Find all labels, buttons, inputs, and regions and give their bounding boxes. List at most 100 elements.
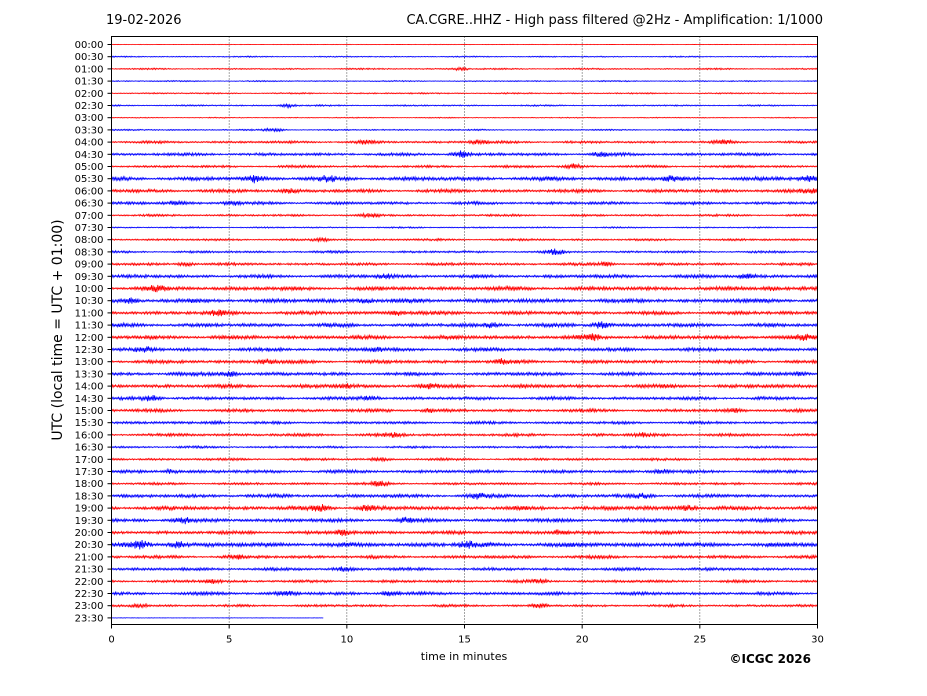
y-tick-label-13: 06:30 (75, 199, 104, 210)
trace-1500 (111, 407, 818, 414)
seismic-traces (111, 43, 818, 619)
y-tick-label-14: 07:00 (75, 211, 104, 222)
trace-1800 (111, 480, 818, 487)
y-tick-label-37: 18:30 (75, 491, 104, 502)
y-tick-label-42: 21:00 (75, 552, 104, 563)
y-tick-label-33: 16:30 (75, 443, 104, 454)
y-tick-label-17: 08:30 (75, 247, 104, 258)
trace-0100 (111, 66, 818, 72)
x-axis-label: time in minutes (421, 650, 508, 663)
plot-frame (111, 36, 818, 625)
vertical-grid (228, 36, 701, 625)
trace-0730 (111, 225, 818, 230)
y-tick-label-3: 01:30 (75, 77, 104, 88)
y-tick-label-12: 06:00 (75, 186, 104, 197)
trace-2200 (111, 578, 818, 585)
trace-0700 (111, 211, 818, 219)
y-tick-label-8: 04:00 (75, 138, 104, 149)
y-tick-label-28: 14:00 (75, 382, 104, 393)
trace-1530 (111, 419, 818, 426)
y-tick-label-7: 03:30 (75, 125, 104, 136)
y-tick-label-43: 21:30 (75, 565, 104, 576)
trace-2000 (111, 529, 818, 537)
x-tick-label-6: 30 (811, 635, 824, 646)
y-tick-label-15: 07:30 (75, 223, 104, 234)
y-tick-label-4: 02:00 (75, 89, 104, 100)
y-tick-label-40: 20:00 (75, 528, 104, 539)
y-tick-label-23: 11:30 (75, 321, 104, 332)
trace-1100 (111, 309, 818, 317)
y-tick-label-2: 01:00 (75, 64, 104, 75)
trace-0230 (111, 102, 818, 109)
y-tick-label-36: 18:00 (75, 479, 104, 490)
y-tick-label-32: 16:00 (75, 430, 104, 441)
y-tick-label-6: 03:00 (75, 113, 104, 124)
trace-0530 (111, 175, 818, 184)
y-tick-label-5: 02:30 (75, 101, 104, 112)
y-tick-label-45: 22:30 (75, 589, 104, 600)
y-tick-label-22: 11:00 (75, 308, 104, 319)
trace-2300 (111, 602, 818, 609)
trace-0930 (111, 272, 818, 280)
copyright-label: ©ICGC 2026 (729, 652, 811, 666)
trace-2100 (111, 553, 818, 560)
y-tick-label-24: 12:00 (75, 333, 104, 344)
trace-0130 (111, 79, 818, 83)
trace-2130 (111, 566, 818, 573)
trace-0430 (111, 150, 818, 159)
trace-1030 (111, 297, 818, 305)
x-axis: 0 5 10 15 20 25 30 (108, 624, 824, 646)
y-tick-label-26: 13:00 (75, 357, 104, 368)
y-tick-label-10: 05:00 (75, 162, 104, 173)
y-tick-label-34: 17:00 (75, 455, 104, 466)
trace-2230 (111, 590, 818, 597)
trace-1630 (111, 444, 818, 450)
trace-1300 (111, 358, 818, 365)
trace-1830 (111, 492, 818, 500)
y-tick-label-41: 20:30 (75, 540, 104, 551)
trace-0500 (111, 162, 818, 170)
y-tick-label-25: 12:30 (75, 345, 104, 356)
trace-1900 (111, 503, 818, 512)
trace-1430 (111, 394, 818, 402)
y-tick-label-20: 10:00 (75, 284, 104, 295)
trace-0630 (111, 199, 818, 207)
y-tick-label-46: 23:00 (75, 601, 104, 612)
trace-1330 (111, 370, 818, 378)
trace-0330 (111, 127, 818, 133)
y-tick-label-44: 22:00 (75, 577, 104, 588)
y-tick-label-9: 04:30 (75, 150, 104, 161)
trace-0200 (111, 91, 818, 95)
x-tick-label-2: 10 (340, 635, 353, 646)
y-tick-label-19: 09:30 (75, 272, 104, 283)
x-tick-label-1: 5 (226, 635, 232, 646)
trace-0030 (111, 55, 818, 59)
trace-1930 (111, 516, 818, 525)
y-tick-label-38: 19:00 (75, 504, 104, 515)
x-tick-label-5: 25 (693, 635, 706, 646)
trace-1600 (111, 431, 818, 439)
y-tick-label-47: 23:30 (75, 613, 104, 624)
trace-1000 (111, 284, 818, 293)
trace-0900 (111, 260, 818, 268)
trace-0800 (111, 236, 818, 243)
trace-2030 (111, 539, 818, 550)
trace-0830 (111, 248, 818, 256)
y-tick-label-16: 08:00 (75, 235, 104, 246)
trace-0600 (111, 187, 818, 195)
y-tick-label-18: 09:00 (75, 260, 104, 271)
y-tick-label-31: 15:30 (75, 418, 104, 429)
date-label: 19-02-2026 (106, 13, 182, 28)
trace-0000 (111, 43, 818, 46)
trace-1230 (111, 346, 818, 353)
y-tick-label-27: 13:30 (75, 369, 104, 380)
y-axis-label: UTC (local time = UTC + 01:00) (50, 219, 66, 440)
trace-1730 (111, 467, 818, 475)
y-tick-label-21: 10:30 (75, 296, 104, 307)
y-tick-label-0: 00:00 (75, 40, 104, 51)
trace-0300 (111, 116, 818, 119)
trace-1400 (111, 382, 818, 390)
y-tick-label-39: 19:30 (75, 516, 104, 527)
